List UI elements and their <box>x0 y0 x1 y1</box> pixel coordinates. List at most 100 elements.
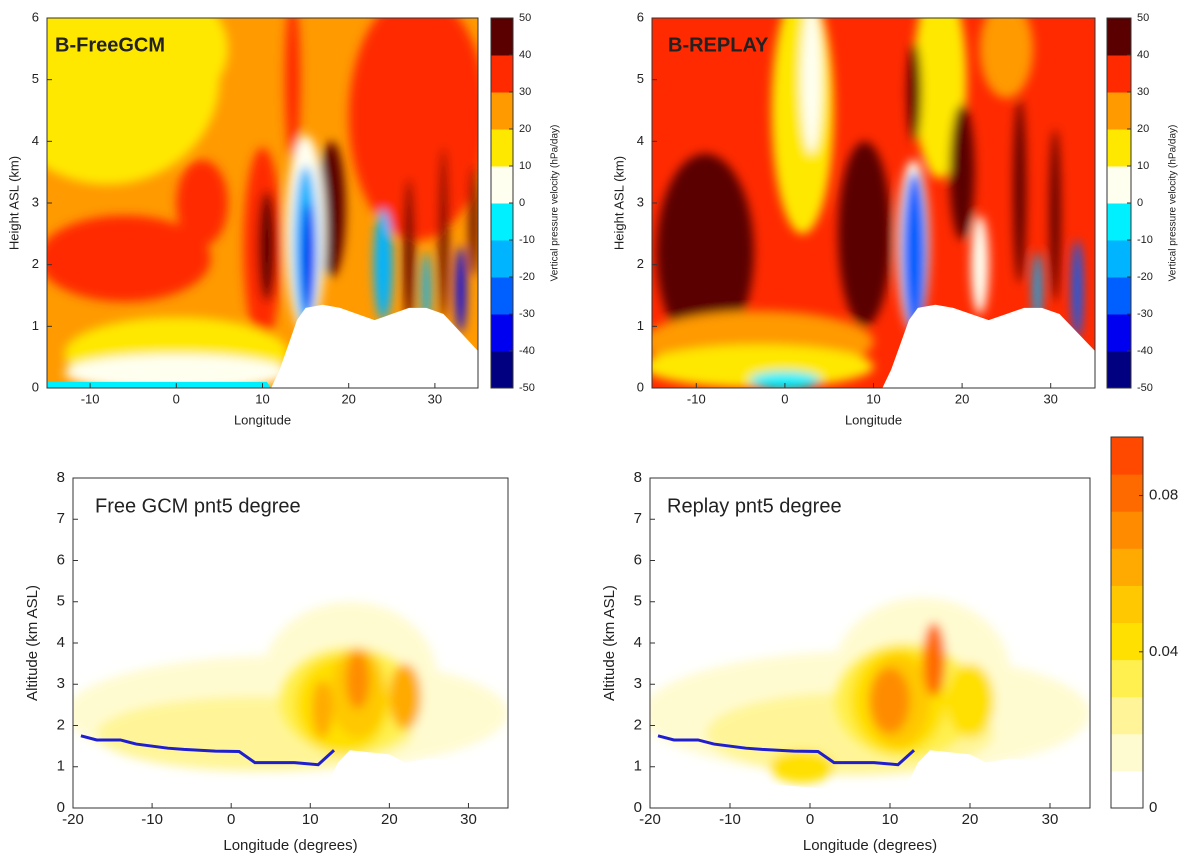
colorbar-tick-label: 0 <box>519 197 525 209</box>
y-tick-label: 7 <box>57 510 65 527</box>
colorbar-band <box>491 55 513 93</box>
panel: -10 0 10 20 30 0 1 2 3 4 5 6 Longitude Height ASL (km… <box>6 9 561 427</box>
y-axis-label: Height ASL (km) <box>611 156 626 250</box>
field-shape <box>946 663 994 738</box>
field-shape <box>1049 129 1061 302</box>
x-tick-label: 30 <box>428 391 442 406</box>
colorbar-tick-label: 50 <box>1137 12 1149 24</box>
field-shape <box>176 159 229 247</box>
y-axis-label: Height ASL (km) <box>6 156 21 250</box>
panel: -20 -10 0 10 20 30 0 1 2 3 4 5 6 7 8 Longitude (degrees… <box>601 436 1178 854</box>
y-tick-label: 4 <box>637 133 644 148</box>
y-tick-label: 5 <box>637 71 644 86</box>
x-tick-label: 0 <box>806 811 814 828</box>
field-shape <box>979 18 1033 99</box>
y-tick-label: 1 <box>57 758 65 775</box>
y-tick-label: 1 <box>32 318 39 333</box>
field-shape <box>1071 240 1083 339</box>
y-tick-label: 6 <box>32 9 39 24</box>
y-tick-label: 0 <box>637 379 644 394</box>
colorbar-tick-label: 0.08 <box>1149 487 1178 504</box>
colorbar-tick-label: -20 <box>1137 271 1153 283</box>
line-series <box>657 734 916 767</box>
ground-layer <box>73 775 319 808</box>
field-shape <box>389 663 421 730</box>
colorbar-tick-label: 20 <box>1137 123 1149 135</box>
field-shape <box>652 344 874 388</box>
field-shape <box>455 246 466 333</box>
colorbar-band <box>1111 733 1143 772</box>
x-tick-label: 20 <box>381 811 398 828</box>
colorbar-band <box>1107 314 1131 352</box>
field-shape <box>302 203 315 314</box>
field-shape <box>403 178 415 327</box>
line-series <box>80 734 336 767</box>
x-tick-label: 10 <box>302 811 319 828</box>
terrain <box>898 750 1090 808</box>
colorbar-band <box>491 92 513 130</box>
y-tick-label: 7 <box>634 510 642 527</box>
colorbar-tick-label: 10 <box>519 160 531 172</box>
colorbar-label: Vertical pressure velocity (hPa/day) <box>550 125 561 282</box>
colorbar-band <box>1107 129 1131 167</box>
field-shape <box>348 18 478 240</box>
y-tick-label: 5 <box>634 593 642 610</box>
x-axis-label: Longitude (degrees) <box>803 837 937 854</box>
colorbar-tick-label: 0.04 <box>1149 643 1178 660</box>
colorbar-tick-label: -50 <box>1137 382 1153 394</box>
x-tick-label: 20 <box>955 391 969 406</box>
y-tick-label: 0 <box>57 799 65 816</box>
panel: -20 -10 0 10 20 30 0 1 2 3 4 5 6 7 8 Longitude (degrees… <box>24 469 509 854</box>
panel: -10 0 10 20 30 0 1 2 3 4 5 6 Longitude Height ASL (km… <box>611 9 1179 427</box>
y-tick-label: 4 <box>634 634 642 651</box>
x-tick-label: -20 <box>639 811 661 828</box>
x-tick-label: 30 <box>460 811 477 828</box>
colorbar-tick-label: 20 <box>519 123 531 135</box>
colorbar-band <box>1107 18 1131 56</box>
x-tick-label: 20 <box>341 391 355 406</box>
x-axis-label: Longitude <box>845 412 902 427</box>
field-shapes <box>652 18 1083 388</box>
field <box>650 478 1090 808</box>
y-tick-label: 2 <box>57 716 65 733</box>
y-tick-label: 4 <box>57 634 65 651</box>
colorbar-tick-label: 10 <box>1137 160 1149 172</box>
y-tick-label: 3 <box>57 675 65 692</box>
x-tick-label: 0 <box>227 811 235 828</box>
y-tick-label: 6 <box>637 9 644 24</box>
x-tick-label: -10 <box>81 391 100 406</box>
x-tick-label: 10 <box>866 391 880 406</box>
field-shape <box>439 147 448 321</box>
field-shape <box>258 190 276 302</box>
colorbar-band <box>491 277 513 315</box>
colorbar-tick-label: 40 <box>1137 49 1149 61</box>
colorbar-tick-label: -40 <box>1137 345 1153 357</box>
x-tick-label: -10 <box>141 811 163 828</box>
y-tick-label: 4 <box>32 133 39 148</box>
colorbar-band <box>1107 351 1131 389</box>
field-shape <box>373 209 393 321</box>
field-shape <box>907 42 922 142</box>
colorbar-tick-label: -10 <box>519 234 535 246</box>
field <box>47 18 478 388</box>
x-tick-label: 10 <box>882 811 899 828</box>
field-shape <box>47 215 211 302</box>
colorbar-band <box>1111 622 1143 661</box>
terrain <box>318 750 508 808</box>
colorbar-band <box>1111 696 1143 735</box>
colorbar-band <box>1107 277 1131 315</box>
colorbar-band <box>1107 240 1131 278</box>
colorbar-tick-label: 0 <box>1137 197 1143 209</box>
panel-title: B-REPLAY <box>668 34 769 56</box>
colorbar-label: Vertical pressure velocity (hPa/day) <box>1168 125 1179 282</box>
field-shape <box>284 18 301 160</box>
colorbar-band <box>491 166 513 204</box>
y-tick-label: 2 <box>637 256 644 271</box>
ground-layer <box>47 381 272 388</box>
field-shape <box>922 622 946 697</box>
colorbar-band <box>491 18 513 56</box>
y-tick-label: 0 <box>32 379 39 394</box>
x-tick-label: 20 <box>962 811 979 828</box>
y-tick-label: 3 <box>634 675 642 692</box>
field-shape <box>770 750 834 784</box>
